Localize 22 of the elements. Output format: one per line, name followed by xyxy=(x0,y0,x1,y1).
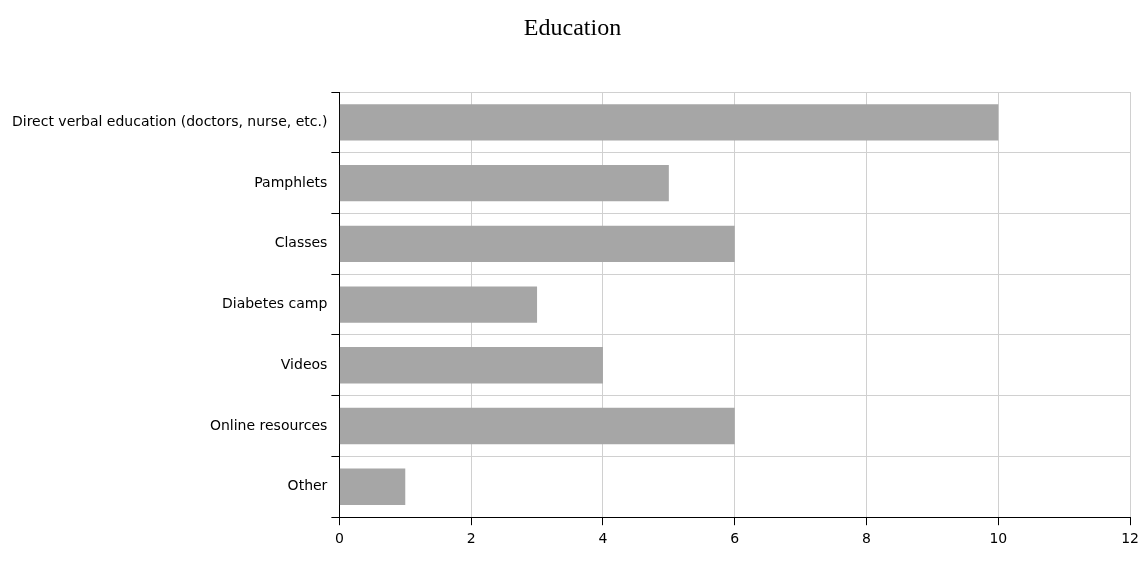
x-tick-label: 4 xyxy=(598,530,608,547)
y-tick-label: Pamphlets xyxy=(254,173,328,190)
bar xyxy=(339,286,538,323)
y-tick-label: Videos xyxy=(280,355,328,372)
y-tick-label: Diabetes camp xyxy=(221,295,328,312)
bar xyxy=(339,347,603,384)
x-tick-label: 10 xyxy=(989,530,1008,547)
bar xyxy=(339,104,999,141)
x-tick-label: 0 xyxy=(334,530,344,547)
x-tick-label: 2 xyxy=(466,530,476,547)
y-tick-label: Classes xyxy=(274,234,328,251)
y-tick-label: Online resources xyxy=(209,416,328,433)
x-tick-label: 6 xyxy=(730,530,740,547)
bar xyxy=(339,407,735,445)
chart-title: Education xyxy=(522,14,623,41)
y-tick-label: Direct verbal education (doctors, nurse, etc.) xyxy=(11,113,328,130)
bar xyxy=(339,468,406,506)
y-tick-label: Other xyxy=(287,477,328,494)
bar xyxy=(339,225,735,263)
bar xyxy=(339,164,669,202)
x-tick-label: 8 xyxy=(862,530,871,547)
x-tick-label: 12 xyxy=(1121,530,1140,547)
